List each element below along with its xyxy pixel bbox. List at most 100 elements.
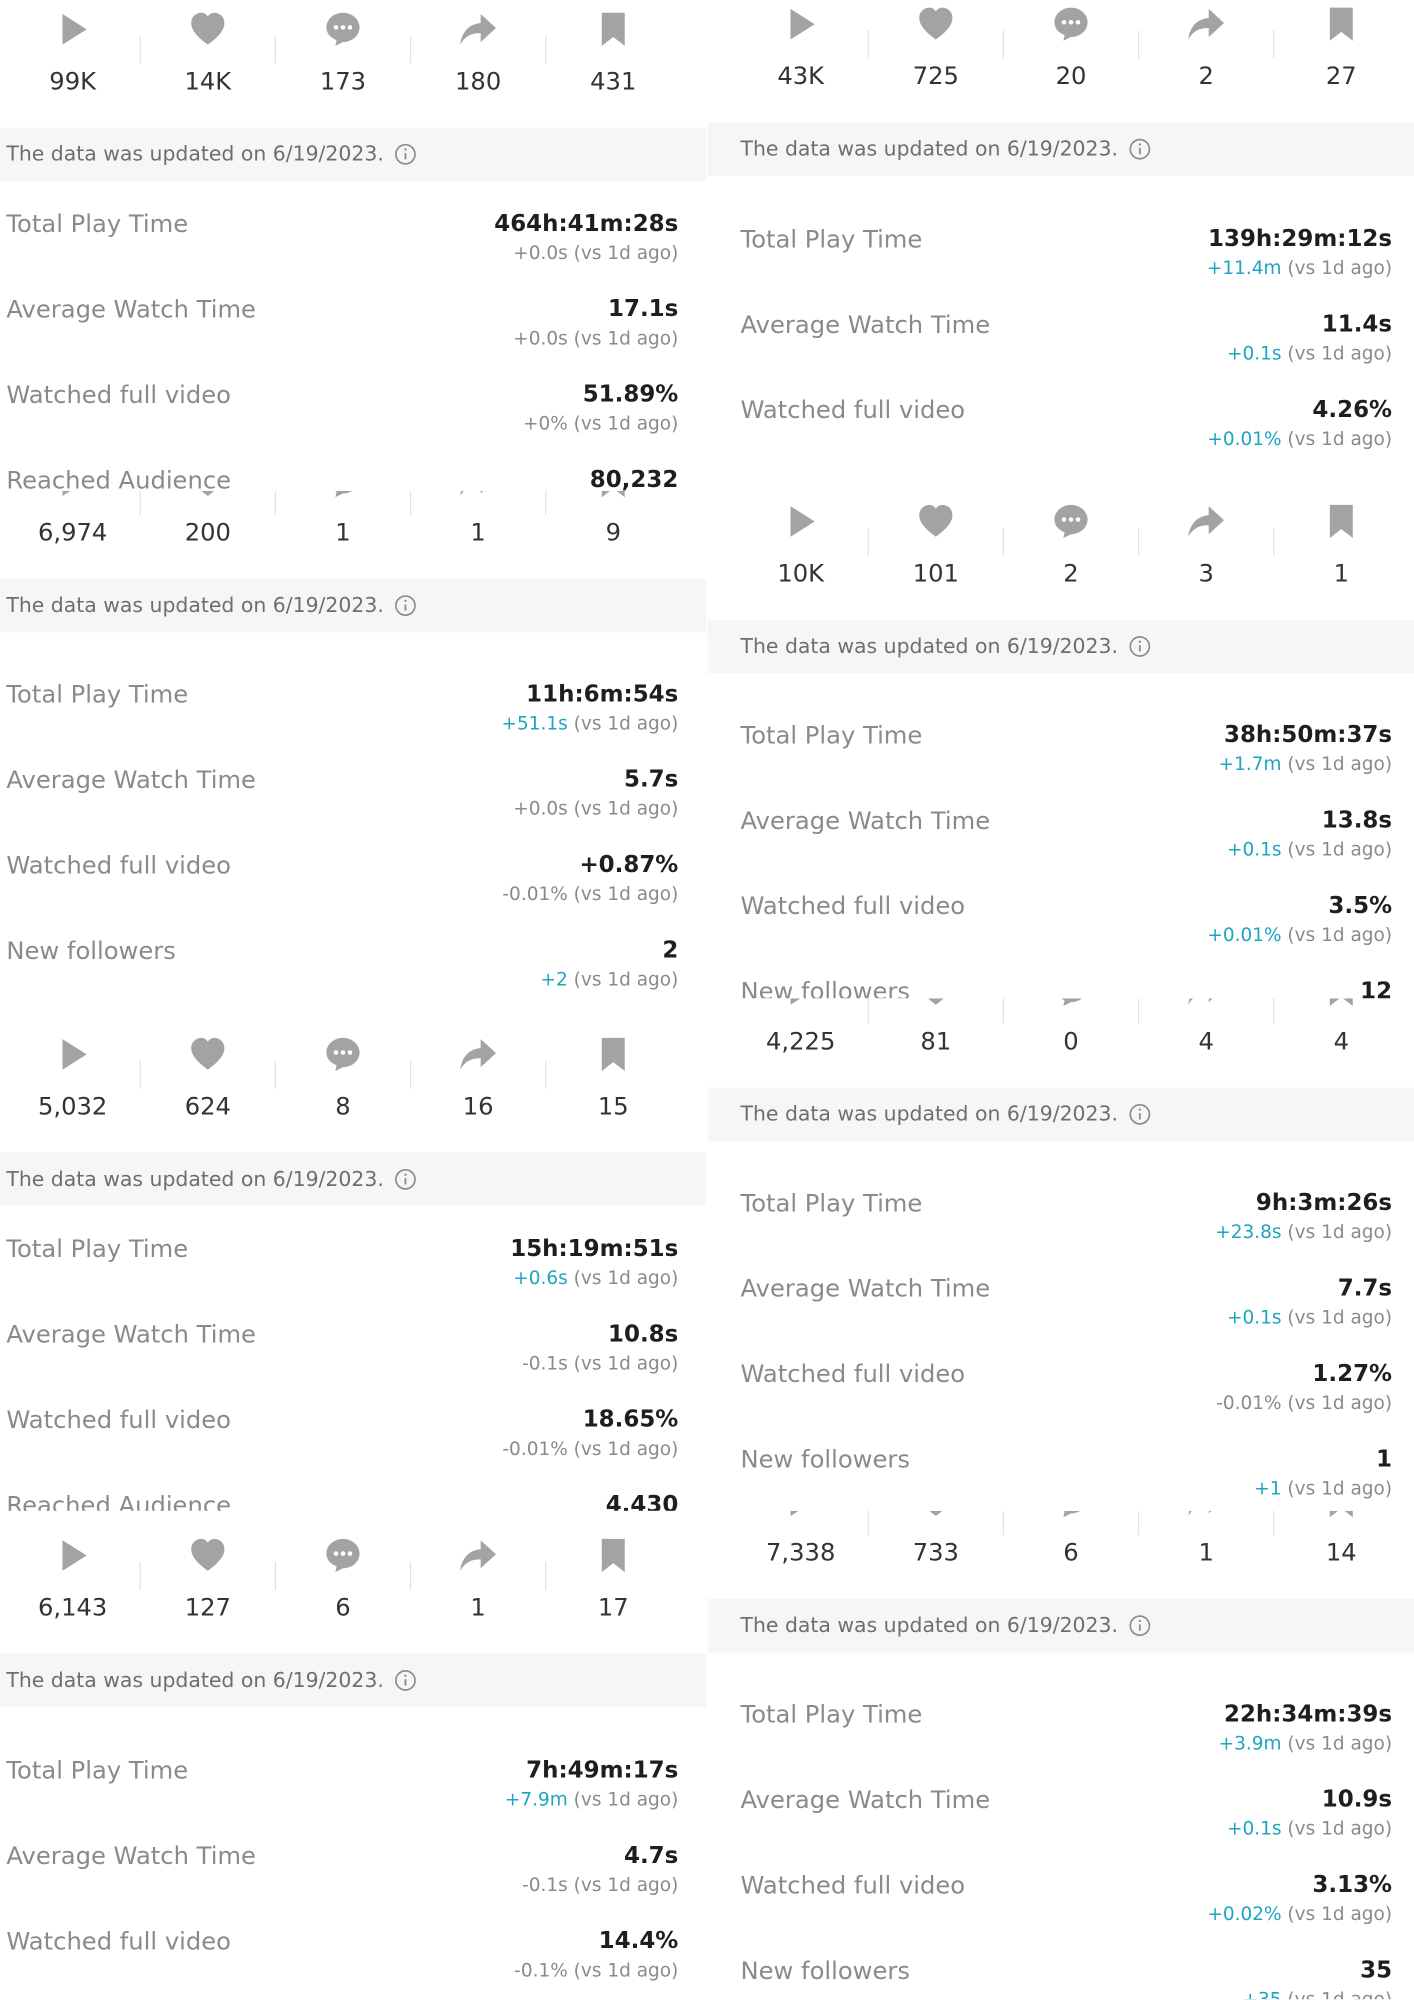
delta-compare: (vs 1d ago) [1287, 1904, 1393, 1926]
delta-value: +35 [1243, 1990, 1282, 1999]
metric-delta: +0% (vs 1d ago) [523, 412, 678, 438]
delta-compare: (vs 1d ago) [573, 1875, 679, 1896]
metric-icon [460, 14, 496, 45]
stat-count: 9 [605, 518, 621, 547]
metric-icon [62, 14, 87, 45]
metric-icon [326, 1037, 360, 1071]
metric-delta: +0.1s (vs 1d ago) [1227, 1817, 1392, 1843]
stat-count: 1 [1198, 1538, 1214, 1567]
info-icon[interactable] [394, 594, 417, 617]
metric-icon [919, 1510, 953, 1516]
stats-panel: 5,032 624 8 16 15 The data was updated on 6/1… [0, 1000, 707, 1511]
stat-count: 200 [184, 518, 231, 547]
metric-icon [460, 490, 496, 496]
info-icon[interactable] [1128, 138, 1151, 161]
update-note: The data was updated on 6/19/2023. [740, 136, 1118, 161]
metric-delta: +3.9m (vs 1d ago) [1219, 1731, 1392, 1757]
delta-value: +0.0s [513, 799, 568, 820]
metric-delta: -0.01% (vs 1d ago) [502, 1437, 678, 1463]
delta-compare: (vs 1d ago) [1287, 258, 1393, 280]
metric-delta: +0.6s (vs 1d ago) [513, 1266, 678, 1292]
delta-compare: (vs 1d ago) [573, 1960, 679, 1982]
update-banner: The data was updated on 6/19/2023. [0, 578, 707, 633]
metric-label: Watched full video [740, 892, 966, 921]
delta-compare: (vs 1d ago) [1287, 1990, 1392, 1999]
metric-value: 139h:29m:12s [1208, 225, 1393, 253]
metric-icon [62, 1039, 87, 1070]
delta-compare: (vs 1d ago) [1287, 1819, 1393, 1840]
stats-panel: 10K 101 2 3 1 The data was updated on 6/19/20… [707, 490, 1414, 999]
delta-compare: (vs 1d ago) [1287, 1479, 1393, 1500]
update-banner: The data was updated on 6/19/2023. [707, 619, 1414, 674]
stat-count: 3 [1198, 559, 1214, 588]
metric-icon [460, 1540, 496, 1571]
metric-value: 9h:3m:26s [1255, 1189, 1393, 1217]
info-icon[interactable] [394, 1669, 417, 1692]
metric-value: 51.89% [582, 381, 679, 408]
delta-value: +0.0s [513, 243, 568, 264]
stat-count: 81 [920, 1027, 952, 1056]
metric-value: 15h:19m:51s [510, 1235, 679, 1263]
metric-icon [191, 1037, 225, 1070]
metric-icon [601, 1538, 625, 1573]
stat-count: 14 [1325, 1538, 1357, 1567]
metric-value: 3.13% [1312, 1871, 1393, 1899]
stats-panel: 7,338 733 6 1 14 The data was updated on 6/19… [707, 1510, 1414, 2000]
metric-delta: -0.1% (vs 1d ago) [514, 1958, 678, 1984]
stat-count: 6,974 [37, 518, 108, 547]
update-note: The data was updated on 6/19/2023. [6, 141, 384, 166]
info-icon[interactable] [1128, 1103, 1151, 1126]
stat-count: 127 [184, 1593, 231, 1622]
metric-value: 22h:34m:39s [1223, 1700, 1393, 1728]
metric-icon [1188, 1510, 1224, 1516]
delta-value: -0.01% [502, 1439, 568, 1460]
metric-label: Reached Audience [6, 1491, 232, 1511]
info-icon[interactable] [1128, 1614, 1151, 1637]
metric-label: Total Play Time [6, 680, 189, 709]
info-icon[interactable] [1128, 635, 1151, 658]
delta-compare: (vs 1d ago) [573, 243, 679, 264]
metric-label: Watched full video [740, 1360, 966, 1389]
stat-count: 14K [184, 67, 232, 96]
icon-row [62, 490, 625, 516]
metric-label: Average Watch Time [6, 295, 256, 324]
stat-count: 17 [597, 1593, 629, 1622]
metric-label: Total Play Time [740, 721, 923, 750]
update-note: The data was updated on 6/19/2023. [740, 633, 1118, 658]
metric-icon [191, 490, 225, 496]
metric-label: Watched full video [740, 396, 966, 425]
metric-value: 18.65% [582, 1406, 679, 1434]
delta-compare: (vs 1d ago) [573, 970, 679, 991]
metric-delta: +7.9m (vs 1d ago) [505, 1788, 678, 1814]
delta-value: +11.4m [1206, 258, 1282, 280]
delta-value: -0.1s [522, 1354, 568, 1375]
metric-delta: +0.01% (vs 1d ago) [1207, 427, 1392, 453]
info-icon[interactable] [394, 1168, 417, 1191]
metric-value: 3.5% [1328, 892, 1393, 920]
metric-value: 4,430 [605, 1491, 679, 1511]
update-banner: The data was updated on 6/19/2023. [0, 127, 707, 182]
metric-delta: +0.02% (vs 1d ago) [1207, 1902, 1392, 1928]
info-icon[interactable] [394, 143, 417, 166]
metric-delta: +0.1s (vs 1d ago) [1227, 342, 1392, 368]
delta-compare: (vs 1d ago) [573, 1268, 679, 1290]
delta-value: +0.1s [1227, 1308, 1282, 1329]
stat-count: 4 [1333, 1027, 1350, 1056]
stat-count: 10K [777, 559, 825, 588]
delta-value: +0.1s [1227, 1819, 1282, 1840]
metric-icon [326, 12, 360, 46]
delta-value: +0.0s [513, 328, 568, 350]
metric-delta: +2 (vs 1d ago) [541, 968, 679, 994]
metric-icon [790, 998, 815, 1005]
delta-compare: (vs 1d ago) [1287, 344, 1393, 365]
metric-delta: -0.1s (vs 1d ago) [522, 1352, 678, 1378]
delta-value: +23.8s [1215, 1222, 1282, 1244]
stat-count: 1 [1333, 559, 1350, 588]
metric-delta: +51.1s (vs 1d ago) [501, 711, 678, 737]
metric-delta: +0.0s (vs 1d ago) [513, 797, 678, 823]
delta-value: -0.1% [514, 1960, 568, 1982]
delta-compare: (vs 1d ago) [1287, 840, 1393, 861]
stat-count: 4 [1198, 1027, 1214, 1056]
stat-count: 6 [1063, 1538, 1079, 1567]
metric-value: 4.7s [623, 1842, 679, 1870]
